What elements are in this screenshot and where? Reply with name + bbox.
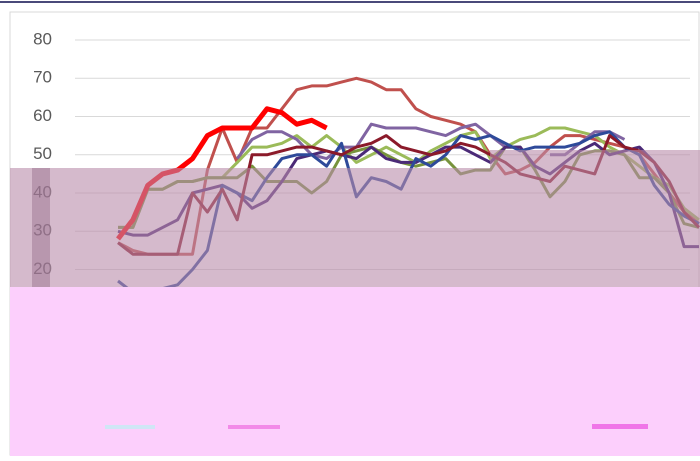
glitch-mark xyxy=(228,425,280,429)
glitch-band xyxy=(10,168,700,287)
glitch-block xyxy=(10,287,700,456)
glitch-band xyxy=(490,150,700,168)
y-tick-label: 60 xyxy=(33,106,52,125)
y-tick-label: 70 xyxy=(33,68,52,87)
y-tick-label: 80 xyxy=(33,29,52,48)
overlay xyxy=(10,150,700,456)
glitch-strip xyxy=(32,168,50,287)
glitch-mark xyxy=(592,424,648,429)
glitch-mark xyxy=(105,425,155,429)
y-tick-label: 50 xyxy=(33,144,52,163)
